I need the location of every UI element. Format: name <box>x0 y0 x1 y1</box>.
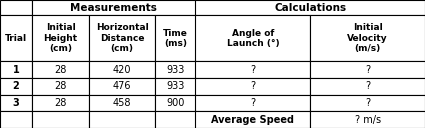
Text: 28: 28 <box>54 98 67 108</box>
Bar <box>89 111 155 128</box>
Bar <box>155 111 196 128</box>
Bar <box>310 111 425 128</box>
Text: Angle of
Launch (°): Angle of Launch (°) <box>227 29 279 48</box>
Bar <box>0 0 32 15</box>
Bar <box>32 61 89 78</box>
Text: Calculations: Calculations <box>274 3 346 13</box>
Text: ?: ? <box>250 98 255 108</box>
Text: Initial
Velocity
(m/s): Initial Velocity (m/s) <box>347 24 388 53</box>
Text: Initial
Height
(cm): Initial Height (cm) <box>43 24 78 53</box>
Bar <box>0 15 32 61</box>
Bar <box>0 61 32 78</box>
Text: ?: ? <box>250 81 255 91</box>
Text: 933: 933 <box>166 81 184 91</box>
Bar <box>155 15 196 61</box>
Text: 28: 28 <box>54 65 67 75</box>
Text: ?: ? <box>365 81 370 91</box>
Text: ?: ? <box>365 65 370 75</box>
Bar <box>155 61 196 78</box>
Bar <box>155 78 196 95</box>
Text: 1: 1 <box>13 65 19 75</box>
Bar <box>196 95 310 111</box>
Bar <box>89 15 155 61</box>
Bar <box>310 61 425 78</box>
Text: 900: 900 <box>166 98 184 108</box>
Text: 2: 2 <box>13 81 19 91</box>
Bar <box>196 15 310 61</box>
Bar <box>89 61 155 78</box>
Bar <box>196 78 310 95</box>
Bar <box>0 78 32 95</box>
Text: 28: 28 <box>54 81 67 91</box>
Bar <box>0 111 32 128</box>
Bar <box>32 0 196 15</box>
Text: Average Speed: Average Speed <box>211 115 295 125</box>
Text: Time
(ms): Time (ms) <box>163 29 188 48</box>
Bar <box>32 78 89 95</box>
Bar <box>32 95 89 111</box>
Bar <box>32 111 89 128</box>
Bar <box>0 95 32 111</box>
Bar <box>310 78 425 95</box>
Bar <box>310 15 425 61</box>
Text: 458: 458 <box>113 98 131 108</box>
Bar <box>32 15 89 61</box>
Bar <box>89 78 155 95</box>
Text: 420: 420 <box>113 65 131 75</box>
Bar <box>89 95 155 111</box>
Bar <box>155 95 196 111</box>
Bar <box>196 0 425 15</box>
Text: Measurements: Measurements <box>70 3 157 13</box>
Text: ?: ? <box>250 65 255 75</box>
Text: ?: ? <box>365 98 370 108</box>
Bar <box>196 111 310 128</box>
Bar <box>310 95 425 111</box>
Text: Horizontal
Distance
(cm): Horizontal Distance (cm) <box>96 24 149 53</box>
Bar <box>196 61 310 78</box>
Text: 933: 933 <box>166 65 184 75</box>
Text: Trial: Trial <box>5 34 27 43</box>
Text: ? m/s: ? m/s <box>354 115 381 125</box>
Text: 3: 3 <box>13 98 19 108</box>
Text: 476: 476 <box>113 81 131 91</box>
